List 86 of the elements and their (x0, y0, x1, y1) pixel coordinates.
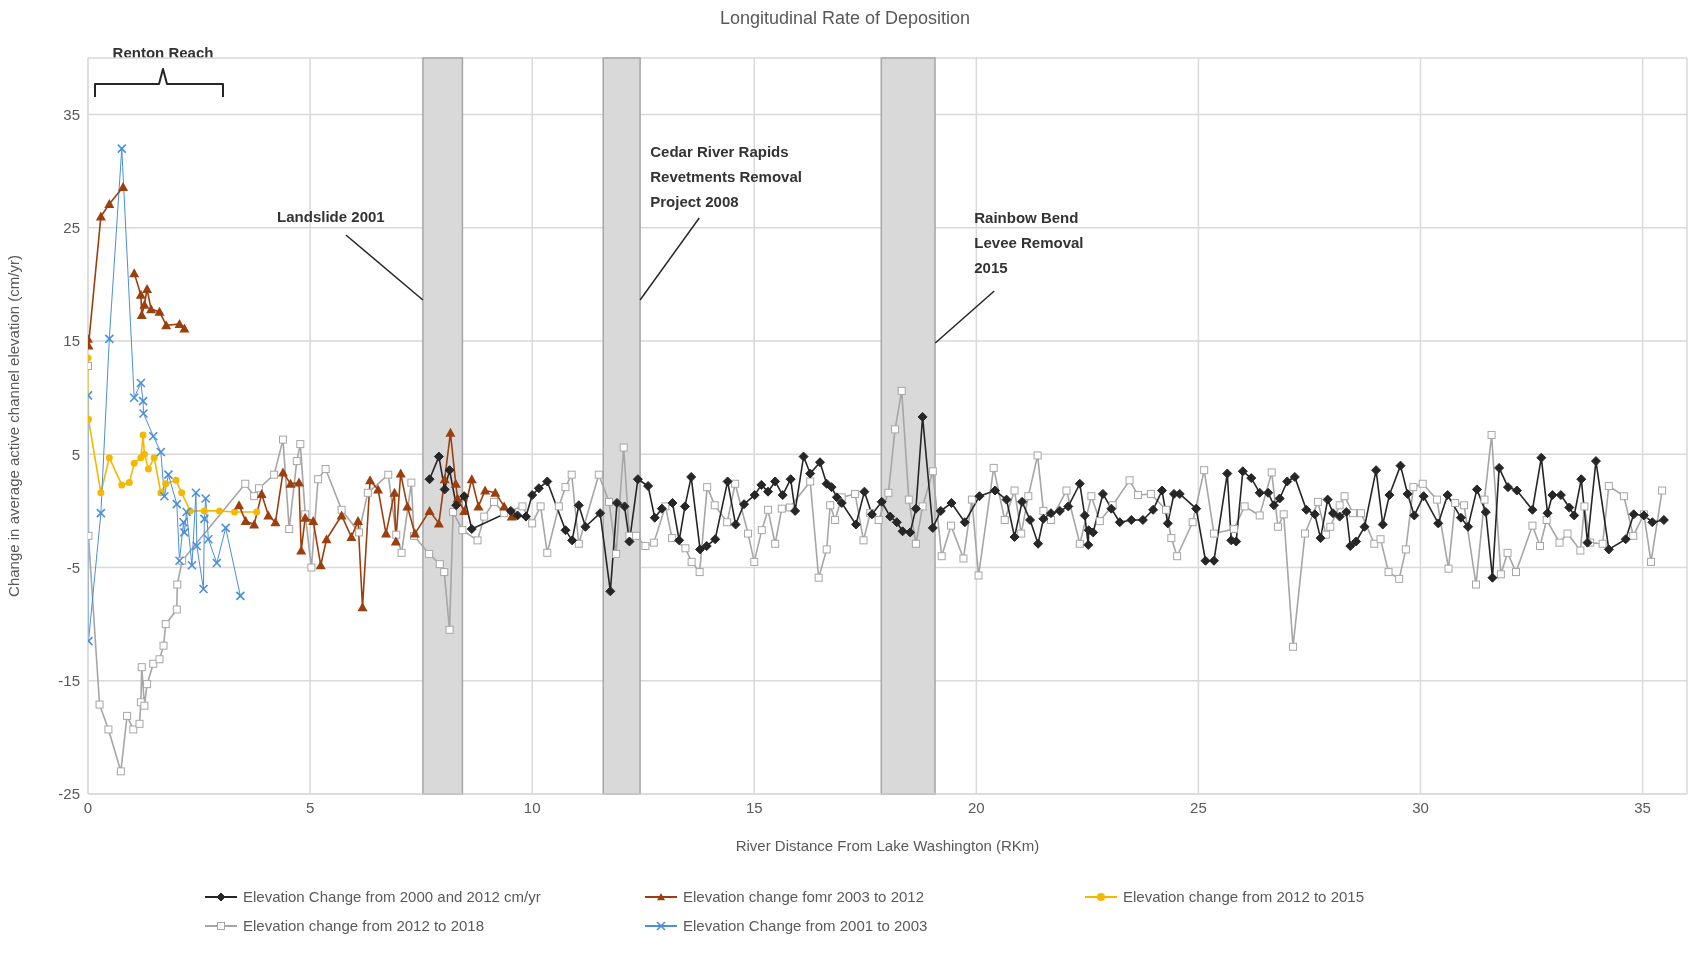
point (336, 510, 347, 520)
x-tick-label: 10 (523, 798, 541, 816)
point (373, 484, 384, 494)
legend-label: Elevation Change from 2001 to 2003 (683, 917, 928, 934)
x-tick-label: 25 (1190, 798, 1207, 816)
legend-label: Elevation change fomr 2003 to 2012 (683, 888, 925, 905)
point (215, 507, 223, 515)
point (161, 320, 172, 330)
y-tick-label: 35 (63, 105, 80, 123)
x-tick-label: 0 (83, 798, 93, 816)
point (129, 268, 140, 278)
point (395, 468, 406, 478)
point (200, 507, 208, 515)
point (353, 516, 364, 526)
y-tick-label: -15 (58, 672, 80, 690)
y-tick-label: 25 (63, 219, 80, 237)
point (433, 518, 444, 528)
point (389, 487, 400, 497)
point (357, 602, 368, 612)
point (231, 508, 239, 516)
point (424, 505, 435, 515)
point (308, 516, 319, 526)
annotation: Renton Reach (112, 43, 214, 61)
point (402, 501, 413, 511)
point (480, 485, 491, 495)
band-label: Rainbow Bend Levee Removal 2015 (974, 208, 1084, 276)
point (450, 478, 461, 488)
point (285, 478, 296, 488)
x-tick-label: 35 (1634, 798, 1651, 816)
point (346, 531, 357, 541)
point (490, 487, 501, 497)
point (459, 505, 470, 515)
point (144, 465, 152, 473)
point (172, 476, 180, 484)
point (178, 489, 186, 497)
point (256, 488, 267, 498)
point (97, 489, 105, 497)
legend-label: Elevation change from 2012 to 2015 (1123, 888, 1365, 905)
point (104, 199, 115, 209)
point (125, 479, 133, 487)
y-tick-label: 5 (71, 445, 80, 463)
legend-label: Elevation change from 2012 to 2018 (243, 917, 485, 934)
point (139, 299, 150, 309)
point (253, 508, 261, 516)
legend-label: Elevation Change from 2000 and 2012 cm/yr (243, 888, 541, 905)
point (365, 475, 376, 485)
point (473, 501, 484, 511)
y-axis-title: Change in average active channel elevation (cm/yr) (5, 255, 23, 597)
y-tick-label: -25 (58, 785, 80, 803)
point (234, 500, 245, 510)
point (118, 481, 126, 489)
point (466, 474, 477, 484)
point (162, 480, 170, 488)
x-tick-label: 30 (1412, 798, 1429, 816)
point (240, 516, 251, 526)
point (150, 454, 158, 462)
point (139, 431, 147, 439)
point (277, 467, 288, 477)
point (381, 528, 392, 538)
x-tick-label: 5 (305, 798, 315, 816)
x-tick-label: 15 (745, 798, 763, 816)
point (293, 477, 304, 487)
point (315, 560, 326, 570)
point (95, 211, 106, 221)
point (270, 517, 281, 527)
point (154, 306, 165, 316)
point (179, 323, 190, 333)
chart-title: Longitudinal Rate of Deposition (718, 8, 972, 29)
x-tick-label: 20 (967, 798, 985, 816)
y-tick-label: 15 (63, 332, 80, 350)
y-tick-label: -5 (66, 558, 80, 576)
point (142, 283, 153, 293)
point (249, 519, 260, 529)
point (445, 427, 456, 437)
point (136, 310, 147, 320)
point (321, 534, 332, 544)
point (439, 474, 450, 484)
x-axis-title: River Distance From Lake Washington (RKm) (735, 836, 1040, 854)
point (130, 459, 138, 467)
band-label: Landslide 2001 (277, 207, 385, 225)
point (296, 545, 307, 555)
point (118, 182, 129, 192)
point (105, 454, 113, 462)
band-label: Cedar River Rapids Revetments Removal Project 2008 (650, 142, 802, 210)
point (135, 289, 146, 299)
point (146, 304, 157, 314)
